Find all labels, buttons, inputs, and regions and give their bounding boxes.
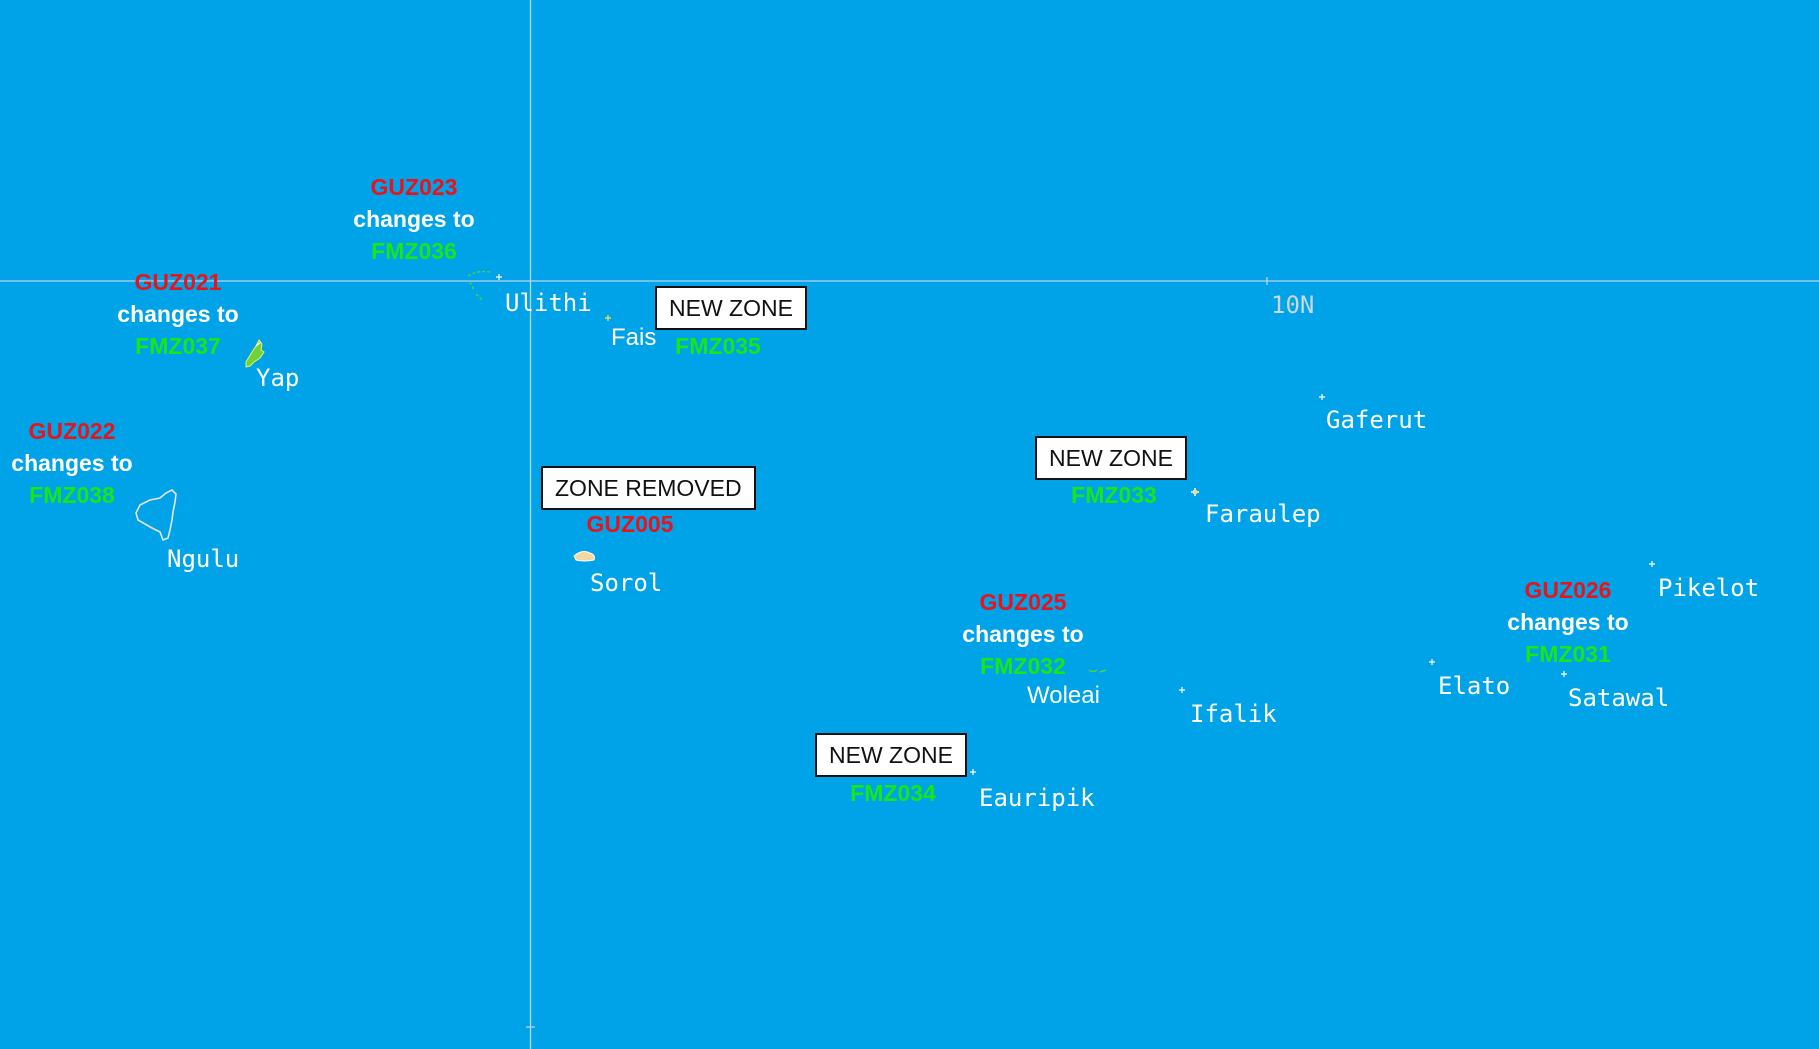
place-label-woleai: Woleai	[1027, 682, 1100, 709]
elato-island	[1429, 659, 1435, 665]
new-zone-code: FMZ037	[135, 333, 221, 359]
removed-zone-code: GUZ005	[586, 511, 674, 537]
place-label-pikelot: Pikelot	[1658, 574, 1760, 602]
changes-to-text: changes to	[1507, 609, 1629, 635]
ulithi-island	[467, 270, 502, 301]
place-label-ifalik: Ifalik	[1190, 700, 1277, 728]
place-label-satawal: Satawal	[1568, 684, 1670, 712]
new-zone-box-faraulep: NEW ZONE	[1035, 436, 1187, 480]
new-zone-code: FMZ031	[1525, 641, 1611, 667]
zone-change-ngulu: GUZ022 changes to FMZ038	[11, 415, 132, 511]
changes-to-text: changes to	[11, 450, 133, 476]
place-label-elato: Elato	[1438, 672, 1511, 700]
place-label-fais: Fais	[611, 324, 657, 351]
zone-change-satawal: GUZ026 changes to FMZ031	[1507, 574, 1628, 670]
new-zone-code-eauripik: FMZ034	[850, 780, 936, 806]
changes-to-text: changes to	[117, 301, 239, 327]
new-zone-code: FMZ032	[980, 653, 1066, 679]
old-zone-code: GUZ022	[28, 418, 116, 444]
zone-change-woleai: GUZ025 changes to FMZ032	[962, 586, 1083, 682]
zone-removed-box: ZONE REMOVED	[541, 466, 756, 510]
satawal-island	[1561, 671, 1567, 677]
ngulu-island	[135, 489, 177, 542]
zone-change-yap: GUZ021 changes to FMZ037	[117, 266, 238, 362]
new-zone-code-faraulep: FMZ033	[1071, 482, 1157, 508]
place-label-gaferut: Gaferut	[1326, 406, 1428, 434]
old-zone-code: GUZ023	[370, 174, 458, 200]
new-zone-code: FMZ038	[29, 482, 115, 508]
new-zone-box-eauripik: NEW ZONE	[815, 733, 967, 777]
changes-to-text: changes to	[962, 621, 1084, 647]
place-label-ngulu: Ngulu	[167, 545, 240, 573]
old-zone-code: GUZ021	[134, 269, 222, 295]
fais-island	[605, 315, 611, 321]
ifalik-island	[1179, 687, 1185, 693]
new-zone-box-fais: NEW ZONE	[655, 286, 807, 330]
old-zone-code: GUZ026	[1524, 577, 1612, 603]
faraulep-island	[1191, 488, 1199, 496]
latitude-label: 10N	[1271, 291, 1315, 319]
place-label-faraulep: Faraulep	[1205, 500, 1321, 528]
old-zone-code: GUZ025	[979, 589, 1067, 615]
place-label-eauripik: Eauripik	[979, 784, 1095, 812]
place-label-yap: Yap	[256, 364, 300, 392]
woleai-island	[1088, 669, 1107, 673]
new-zone-code: FMZ036	[371, 238, 457, 264]
sorol-island	[573, 551, 595, 562]
gaferut-island	[1319, 394, 1325, 400]
changes-to-text: changes to	[353, 206, 475, 232]
zone-change-ulithi: GUZ023 changes to FMZ036	[353, 171, 474, 267]
eauripik-island	[970, 769, 976, 775]
pikelot-island	[1649, 561, 1655, 567]
place-label-ulithi: Ulithi	[505, 289, 592, 317]
yap-island	[245, 339, 265, 368]
place-label-sorol: Sorol	[590, 569, 663, 597]
new-zone-code-fais: FMZ035	[675, 333, 761, 359]
